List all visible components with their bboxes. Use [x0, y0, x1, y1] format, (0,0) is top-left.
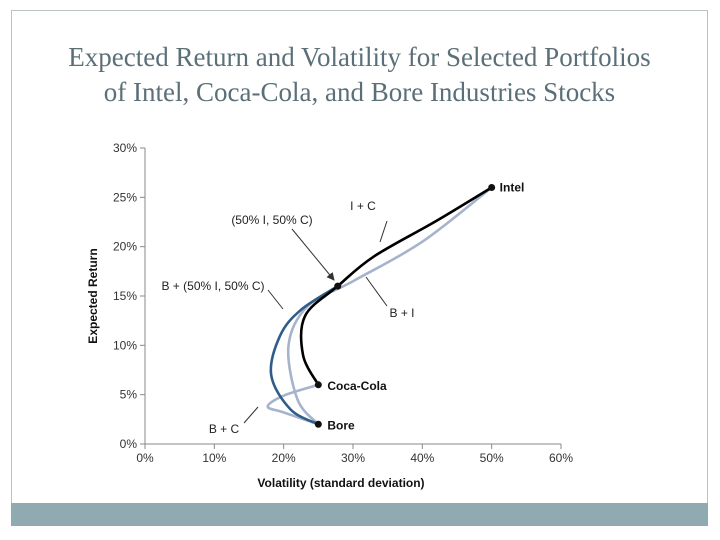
- y-axis-title: Expected Return: [86, 248, 100, 343]
- point-marker-bore: [314, 420, 322, 428]
- y-tick-label: 30%: [113, 141, 137, 155]
- footer-bar: [11, 503, 708, 526]
- annotation-leader-b-i: [365, 276, 388, 307]
- curve-b-c: [266, 383, 320, 426]
- slide-title-line-1: Expected Return and Volatility for Selec…: [68, 42, 651, 72]
- slide-title-line-2: of Intel, Coca-Cola, and Bore Industries…: [103, 77, 616, 107]
- annotation-leader-b-50-i-50-c: [267, 289, 284, 310]
- curve-i-c: [299, 186, 493, 387]
- x-tick-label: 0%: [136, 451, 154, 465]
- point-label-coca-cola: Coca-Cola: [327, 379, 387, 393]
- annotation-leader-i-c: [379, 220, 388, 243]
- annotation-50-i-50-c: (50% I, 50% C): [231, 213, 312, 227]
- x-tick-label: 40%: [410, 451, 434, 465]
- x-tick-label: 10%: [202, 451, 226, 465]
- annotation-b-50-i-50-c: B + (50% I, 50% C): [161, 279, 264, 293]
- curve-b-50-i-50-c: [269, 284, 340, 426]
- x-tick-label: 30%: [341, 451, 365, 465]
- annotation-b-i: B + I: [389, 306, 414, 320]
- y-tick-label: 5%: [120, 388, 138, 402]
- annotation-leader-50-i-50-c: [291, 228, 335, 281]
- x-axis-title: Volatility (standard deviation): [257, 476, 424, 490]
- x-tick-label: 60%: [549, 451, 573, 465]
- point-marker-50-i-50-c: [334, 282, 342, 290]
- y-tick-label: 20%: [113, 240, 137, 254]
- chart-axes: 0% 10% 20% 30% 40% 50% 60% 0% 5% 10% 15% 20% 25% 30% V…: [86, 141, 573, 490]
- y-tick-label: 10%: [113, 338, 137, 352]
- annotation-i-c: I + C: [350, 199, 376, 213]
- x-tick-label: 20%: [272, 451, 296, 465]
- point-label-intel: Intel: [500, 180, 525, 194]
- point-marker-coca-cola: [314, 381, 322, 389]
- annotation-b-c: B + C: [209, 422, 240, 436]
- y-tick-label: 25%: [113, 190, 137, 204]
- slide-title: Expected Return and Volatility for Selec…: [11, 40, 708, 110]
- point-label-bore: Bore: [327, 418, 355, 432]
- chart-markers: [314, 183, 496, 428]
- annotation-leader-b-c: [243, 406, 259, 424]
- chart-labels: Intel Coca-Cola Bore I + C (50% I, 50% C) B +…: [161, 180, 524, 436]
- point-marker-intel: [488, 183, 496, 191]
- x-tick-label: 50%: [480, 451, 504, 465]
- y-tick-label: 0%: [120, 437, 138, 451]
- y-tick-label: 15%: [113, 289, 137, 303]
